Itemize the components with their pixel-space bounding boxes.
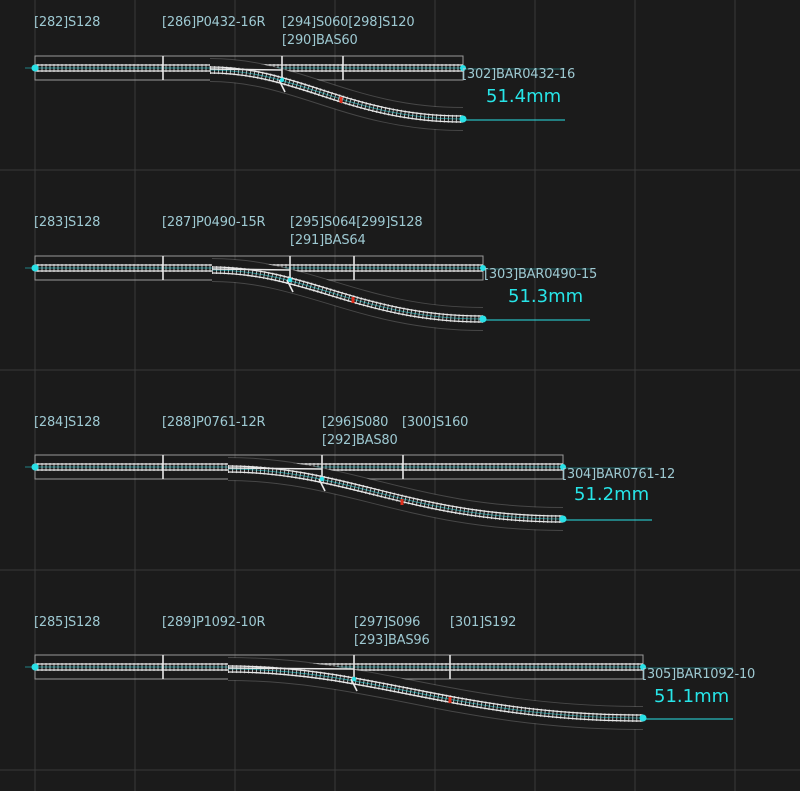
- curve-end-node: [559, 515, 567, 523]
- joint-node: [351, 676, 357, 682]
- curve-center-line: [227, 668, 644, 719]
- label-straight-295-299[interactable]: [295]S064[299]S128: [290, 215, 423, 230]
- track-joint: [318, 478, 326, 492]
- curve-center-line: [227, 468, 564, 520]
- label-base-293[interactable]: [293]BAS96: [354, 633, 430, 648]
- curve-rail: [227, 671, 644, 722]
- start-node: [31, 663, 39, 671]
- curve-rail: [209, 72, 464, 123]
- label-straight-296[interactable]: [296]S080: [322, 415, 389, 430]
- track-group-3: [25, 454, 652, 531]
- end-node: [480, 265, 486, 271]
- label-straight-282[interactable]: [282]S128: [34, 15, 101, 30]
- joint-node: [319, 476, 325, 482]
- start-node: [31, 463, 39, 471]
- curve-rail: [211, 272, 484, 323]
- curve-center-line: [211, 269, 484, 320]
- label-curve-303[interactable]: [303]BAR0490-15: [484, 267, 598, 282]
- joint-node: [287, 277, 293, 283]
- label-straight-300[interactable]: [300]S160: [402, 415, 469, 430]
- label-point-286[interactable]: [286]P0432-16R: [162, 15, 266, 30]
- curve-end-node: [639, 714, 647, 722]
- measurement-3: 51.2mm: [574, 484, 650, 505]
- track-joint: [350, 678, 358, 692]
- track-joint: [278, 79, 286, 93]
- end-node: [640, 664, 646, 670]
- frog-rail: [211, 268, 291, 271]
- start-node: [31, 64, 39, 72]
- frog-rail: [209, 68, 283, 71]
- red-marker: [339, 97, 343, 103]
- track-group-1: [25, 55, 565, 131]
- label-straight-285[interactable]: [285]S128: [34, 615, 101, 630]
- label-curve-304[interactable]: [304]BAR0761-12: [562, 467, 676, 482]
- curve-end-node: [459, 115, 467, 123]
- frog-rail: [227, 467, 323, 470]
- label-base-292[interactable]: [292]BAS80: [322, 433, 398, 448]
- label-point-289[interactable]: [289]P1092-10R: [162, 615, 266, 630]
- measurement-1: 51.4mm: [486, 86, 562, 107]
- label-point-288[interactable]: [288]P0761-12R: [162, 415, 266, 430]
- label-straight-294-298[interactable]: [294]S060[298]S120: [282, 15, 415, 30]
- label-curve-302[interactable]: [302]BAR0432-16: [462, 67, 576, 82]
- label-point-287[interactable]: [287]P0490-15R: [162, 215, 266, 230]
- frog-rail: [227, 667, 355, 670]
- red-marker: [400, 499, 404, 505]
- label-straight-297[interactable]: [297]S096: [354, 615, 421, 630]
- start-node: [31, 264, 39, 272]
- track-joint: [286, 279, 294, 293]
- end-node: [460, 65, 466, 71]
- end-node: [560, 464, 566, 470]
- track-group-4: [25, 654, 733, 730]
- measurement-4: 51.1mm: [654, 686, 730, 707]
- label-straight-301[interactable]: [301]S192: [450, 615, 517, 630]
- label-curve-305[interactable]: [305]BAR1092-10: [642, 667, 756, 682]
- track-group-2: [25, 255, 590, 331]
- joint-node: [279, 77, 285, 83]
- curve-end-node: [479, 315, 487, 323]
- label-straight-284[interactable]: [284]S128: [34, 415, 101, 430]
- red-marker: [351, 297, 355, 303]
- label-base-290[interactable]: [290]BAS60: [282, 33, 358, 48]
- measurement-2: 51.3mm: [508, 286, 584, 307]
- curve-rail: [227, 471, 564, 523]
- track-groups: [25, 55, 733, 730]
- label-base-291[interactable]: [291]BAS64: [290, 233, 366, 248]
- curve-center-line: [209, 69, 464, 120]
- label-straight-283[interactable]: [283]S128: [34, 215, 101, 230]
- red-marker: [448, 697, 452, 703]
